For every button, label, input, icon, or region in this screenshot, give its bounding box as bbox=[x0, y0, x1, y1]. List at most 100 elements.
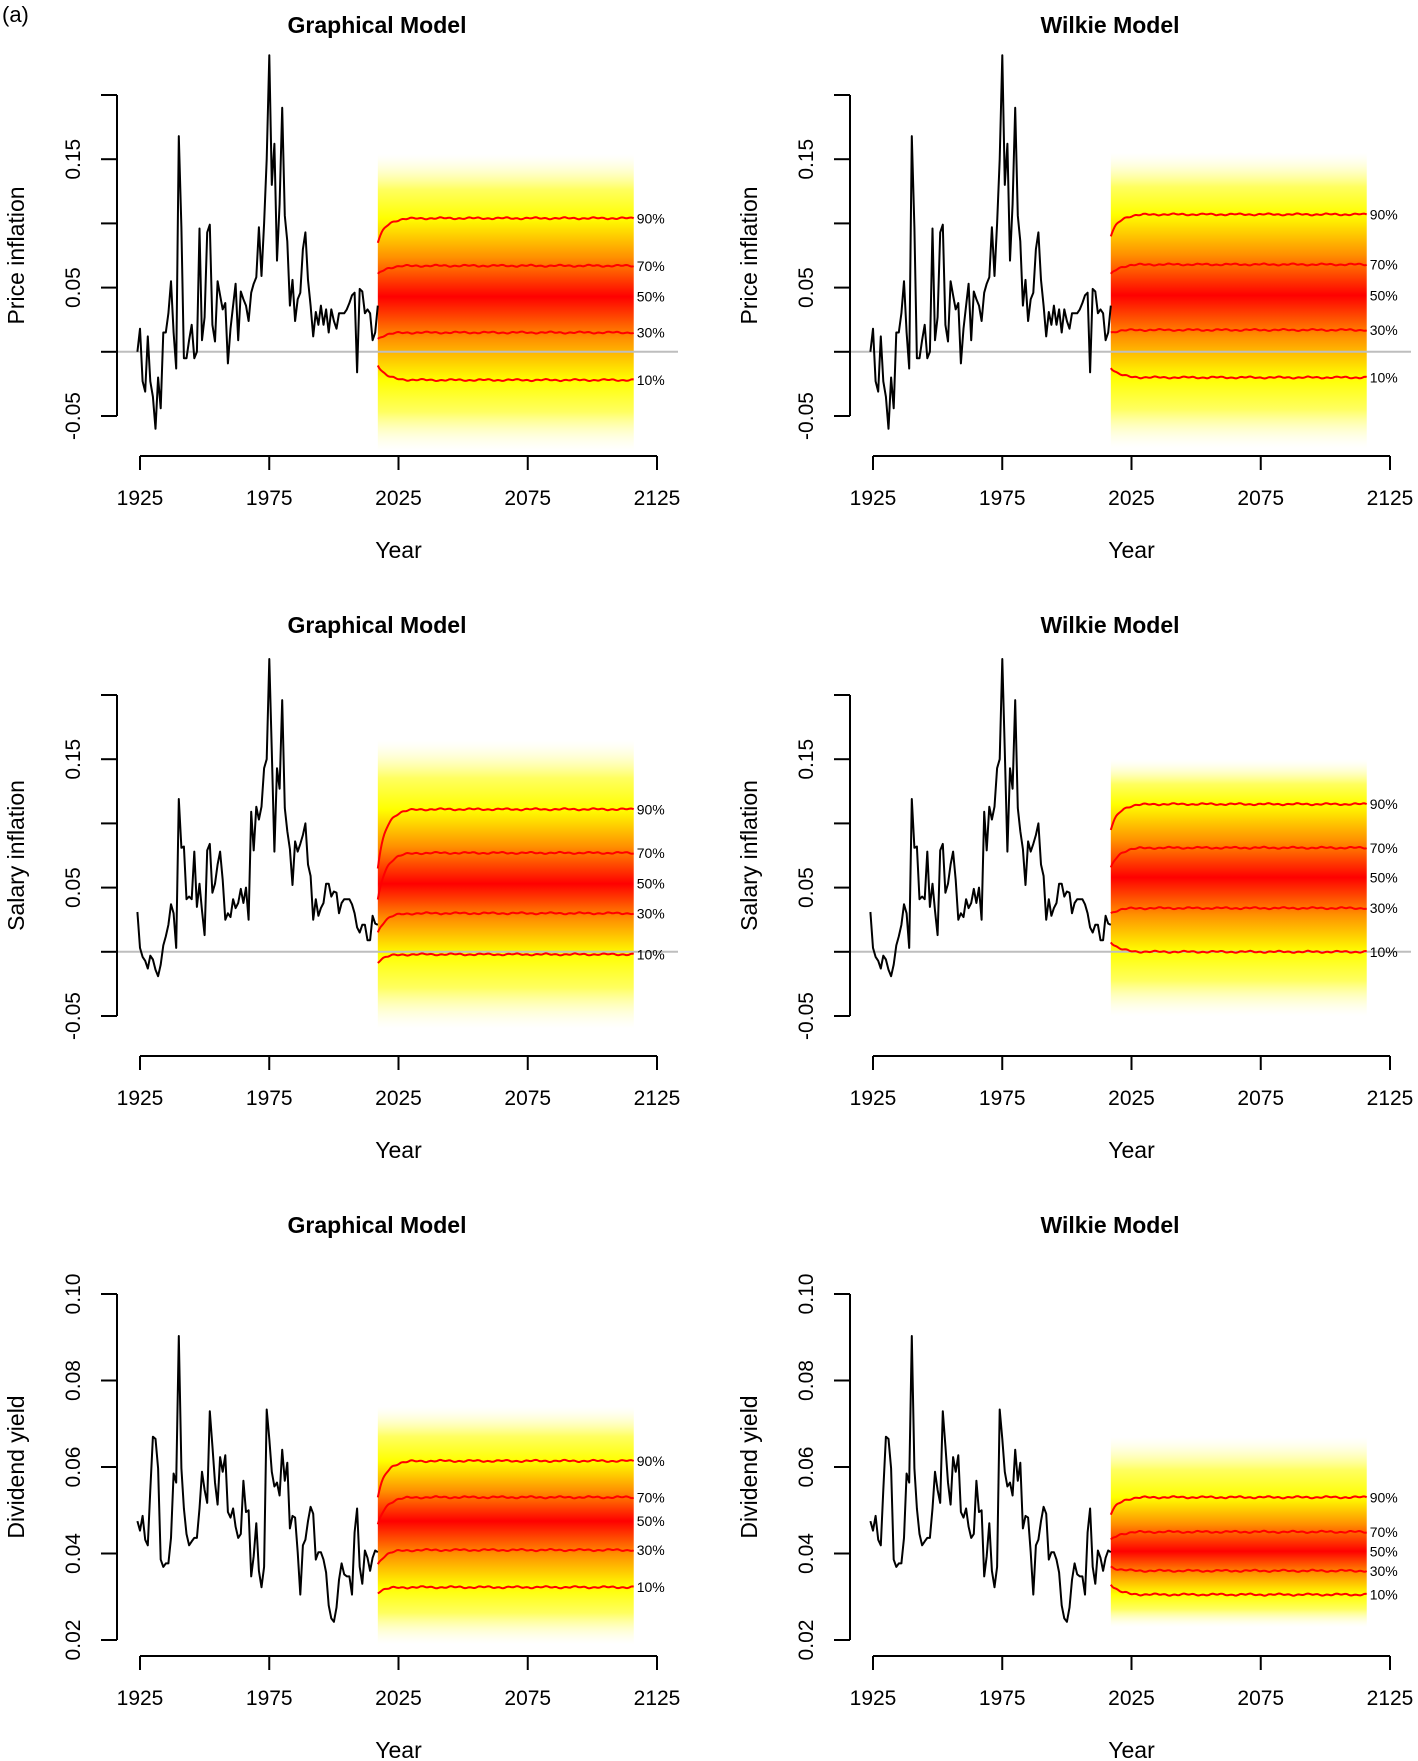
x-tick-label: 1975 bbox=[979, 1087, 1026, 1110]
x-axis-label: Year bbox=[1108, 1137, 1155, 1163]
y-tick-label: 0.15 bbox=[795, 739, 818, 780]
quantile-line bbox=[1109, 1495, 1368, 1516]
quantile-line bbox=[376, 1547, 635, 1565]
x-tick-label: 2025 bbox=[375, 1087, 422, 1110]
chart-title: Graphical Model bbox=[288, 612, 467, 638]
x-tick-label: 2075 bbox=[504, 1687, 551, 1710]
quantile-label: 10% bbox=[637, 1579, 665, 1595]
quantile-label: 90% bbox=[1370, 206, 1398, 222]
x-tick-label: 2125 bbox=[1367, 1087, 1414, 1110]
chart-panel: Wilkie Model 90% 70% 50% 30% 10% 0.02 0.04 0.06 0… bbox=[736, 1212, 1413, 1761]
x-tick-label: 1975 bbox=[979, 1687, 1026, 1710]
quantile-line bbox=[1109, 212, 1368, 237]
chart-panel: Graphical Model 90% 70% 50% 30% 10% -0.05 0.05 0… bbox=[3, 12, 680, 563]
quantile-line bbox=[376, 365, 634, 383]
quantile-label: 10% bbox=[1370, 944, 1398, 960]
y-tick-label: 0.05 bbox=[62, 267, 85, 308]
history-series-line bbox=[136, 1335, 379, 1623]
forecast-fan bbox=[1110, 759, 1367, 1016]
quantile-label: 90% bbox=[637, 210, 665, 226]
y-tick-label: 0.06 bbox=[795, 1447, 818, 1488]
quantile-line bbox=[1109, 802, 1368, 831]
y-tick-label: -0.05 bbox=[795, 992, 818, 1040]
quantile-label: 70% bbox=[637, 258, 665, 274]
y-tick-label: 0.02 bbox=[795, 1620, 818, 1661]
history-series-line bbox=[136, 658, 379, 978]
y-tick-label: 0.05 bbox=[795, 867, 818, 908]
x-tick-label: 2075 bbox=[504, 1087, 551, 1110]
chart-panel: Graphical Model 90% 70% 50% 30% 10% 0.02 0.04 0.… bbox=[3, 1212, 680, 1761]
x-tick-label: 1925 bbox=[117, 1687, 164, 1710]
quantile-label: 50% bbox=[1370, 1543, 1398, 1559]
quantile-label: 50% bbox=[637, 289, 665, 305]
quantile-line bbox=[1110, 327, 1367, 334]
x-tick-label: 1975 bbox=[246, 487, 293, 510]
x-tick-label: 2125 bbox=[634, 487, 681, 510]
quantile-label: 70% bbox=[1370, 840, 1398, 856]
y-tick-label: 0.02 bbox=[62, 1620, 85, 1661]
quantile-label: 50% bbox=[637, 876, 665, 892]
figure-label: (a) bbox=[2, 2, 29, 27]
quantile-line bbox=[1110, 367, 1367, 380]
x-tick-label: 2075 bbox=[1237, 1087, 1284, 1110]
quantile-line bbox=[377, 1585, 634, 1595]
quantile-line bbox=[376, 1458, 635, 1498]
x-tick-label: 2025 bbox=[1108, 1687, 1155, 1710]
chart-panel: Wilkie Model 90% 70% 50% 30% 10% -0.05 0.05 0.15… bbox=[736, 612, 1413, 1163]
quantile-line bbox=[1110, 1529, 1367, 1541]
y-tick-label: 0.06 bbox=[62, 1447, 85, 1488]
quantile-line bbox=[377, 952, 634, 964]
quantile-label: 30% bbox=[1370, 900, 1398, 916]
y-axis-label: Price inflation bbox=[736, 186, 762, 324]
y-tick-label: -0.05 bbox=[62, 392, 85, 440]
y-tick-label: 0.15 bbox=[62, 739, 85, 780]
quantile-label: 50% bbox=[1370, 869, 1398, 885]
history-series-line bbox=[136, 54, 379, 430]
y-axis-label: Dividend yield bbox=[3, 1395, 29, 1538]
quantile-label: 70% bbox=[637, 845, 665, 861]
quantile-line bbox=[377, 330, 635, 340]
forecast-fan bbox=[377, 154, 634, 451]
forecast-fan bbox=[1110, 152, 1367, 449]
chart-title: Wilkie Model bbox=[1040, 12, 1179, 38]
history-series-line bbox=[869, 54, 1112, 430]
chart-panel: Wilkie Model 90% 70% 50% 30% 10% -0.05 0.05 0.15… bbox=[736, 12, 1413, 563]
quantile-line bbox=[1110, 262, 1367, 275]
quantile-label: 90% bbox=[637, 801, 665, 817]
chart-title: Graphical Model bbox=[288, 12, 467, 38]
x-tick-label: 1975 bbox=[979, 487, 1026, 510]
x-tick-label: 2075 bbox=[1237, 487, 1284, 510]
chart-panel: Graphical Model 90% 70% 50% 30% 10% -0.05 0.05 0… bbox=[3, 612, 680, 1163]
x-tick-label: 1925 bbox=[117, 1087, 164, 1110]
quantile-label: 70% bbox=[1370, 256, 1398, 272]
x-tick-label: 2075 bbox=[1237, 1687, 1284, 1710]
x-tick-label: 1975 bbox=[246, 1087, 293, 1110]
x-tick-label: 2025 bbox=[375, 1687, 422, 1710]
y-tick-label: 0.08 bbox=[795, 1360, 818, 1401]
y-axis-label: Dividend yield bbox=[736, 1395, 762, 1538]
x-tick-label: 1925 bbox=[850, 1687, 897, 1710]
quantile-line bbox=[376, 1495, 634, 1525]
y-axis-label: Salary inflation bbox=[3, 780, 29, 931]
quantile-label: 90% bbox=[1370, 1489, 1398, 1505]
quantile-label: 90% bbox=[1370, 796, 1398, 812]
x-tick-label: 2125 bbox=[1367, 487, 1414, 510]
y-tick-label: -0.05 bbox=[795, 392, 818, 440]
quantile-line bbox=[376, 216, 635, 244]
quantile-label: 30% bbox=[637, 905, 665, 921]
y-tick-label: 0.15 bbox=[62, 139, 85, 180]
x-tick-label: 2075 bbox=[504, 487, 551, 510]
quantile-label: 30% bbox=[637, 1542, 665, 1558]
x-tick-label: 1975 bbox=[246, 1687, 293, 1710]
x-tick-label: 2025 bbox=[1108, 487, 1155, 510]
y-axis-label: Price inflation bbox=[3, 186, 29, 324]
quantile-label: 30% bbox=[1370, 322, 1398, 338]
x-tick-label: 1925 bbox=[117, 487, 164, 510]
chart-title: Wilkie Model bbox=[1040, 1212, 1179, 1238]
quantile-line bbox=[1109, 845, 1367, 868]
y-tick-label: 0.10 bbox=[795, 1274, 818, 1315]
y-tick-label: -0.05 bbox=[62, 992, 85, 1040]
forecast-fan bbox=[377, 1406, 634, 1645]
history-series-line bbox=[869, 658, 1112, 978]
